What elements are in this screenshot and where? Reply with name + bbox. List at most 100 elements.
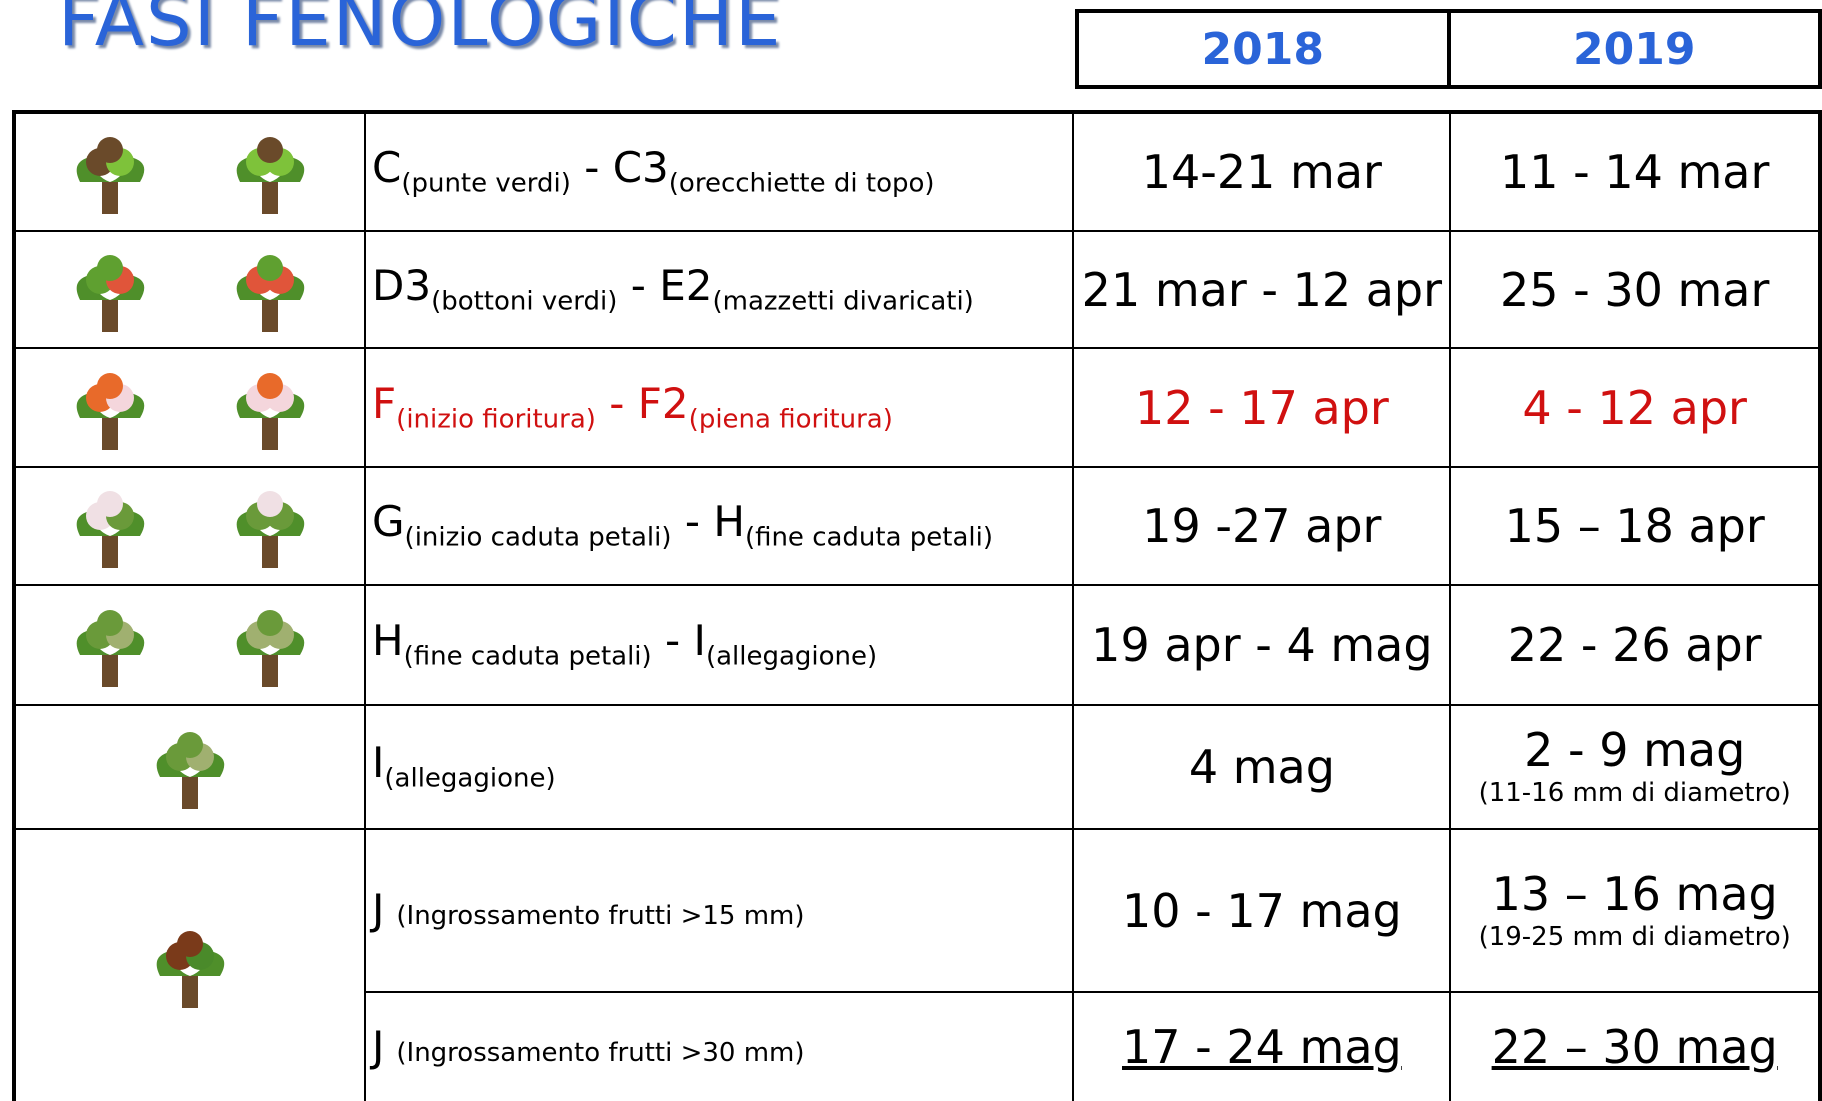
- date-cell: 21 mar - 12 apr: [1072, 230, 1452, 349]
- date-cell: 10 - 17 mag: [1072, 828, 1452, 993]
- phase-row: J (Ingrossamento frutti >30 mm) 17 - 24 ma…: [14, 991, 1821, 1101]
- phase-code: G: [372, 497, 405, 547]
- date-note: (11-16 mm di diametro): [1478, 778, 1791, 809]
- date-range: 17 - 24 mag: [1122, 1020, 1402, 1074]
- phase-code: H: [372, 616, 404, 666]
- phase-desc: (inizio caduta petali): [404, 522, 672, 553]
- phase-row: J (Ingrossamento frutti >15 mm) 10 - 17 ma…: [13, 828, 1821, 1101]
- phase-row: H(fine caduta petali) - I(allegagione) 19…: [13, 584, 1821, 706]
- title: FASI FENOLOGICHE: [58, 0, 783, 62]
- date-note: (19-25 mm di diametro): [1478, 921, 1791, 952]
- year: 2018: [1075, 9, 1451, 89]
- date-range: 4 mag: [1188, 740, 1335, 794]
- phase-code: - C3: [570, 143, 669, 193]
- date-cell: 4 mag: [1072, 704, 1452, 830]
- icon-cell: [13, 111, 366, 232]
- date-range: 12 - 17 apr: [1134, 380, 1389, 435]
- date-range: 21 mar - 12 apr: [1081, 262, 1443, 317]
- phase-cell: C(punte verdi) - C3(orecchiette di topo): [363, 111, 1075, 232]
- date-range: 19 -27 apr: [1142, 499, 1382, 553]
- phase-icon: [236, 610, 305, 687]
- phase-icon: [236, 491, 305, 568]
- date-range: 4 - 12 apr: [1522, 380, 1747, 435]
- date-cell: 22 - 26 apr: [1449, 584, 1821, 706]
- phase-icon: [236, 137, 305, 214]
- phase-desc: (piena fioritura): [688, 404, 893, 435]
- phase-code: - H: [671, 497, 745, 547]
- phase-desc: (fine caduta petali): [403, 641, 652, 672]
- icon-cell: [13, 230, 366, 349]
- phase-icon: [76, 372, 145, 450]
- icon-cell: [13, 704, 366, 830]
- phase-cell: J (Ingrossamento frutti >30 mm): [363, 991, 1075, 1101]
- phase-code: - E2: [617, 260, 713, 310]
- date-cell: 2 - 9 mag (11-16 mm di diametro): [1449, 704, 1821, 830]
- phase-cell: J (Ingrossamento frutti >15 mm): [363, 828, 1075, 993]
- date-range: 22 – 30 mag: [1491, 1020, 1778, 1074]
- date-cell: 17 - 24 mag: [1072, 991, 1452, 1101]
- date-cell: 25 - 30 mar: [1449, 230, 1821, 349]
- phase-code: J: [372, 1021, 385, 1071]
- phase-icon: [236, 254, 305, 332]
- date-cell: 12 - 17 apr: [1072, 347, 1452, 468]
- date-range: 10 - 17 mag: [1122, 883, 1402, 938]
- phase-code: I: [372, 738, 385, 788]
- phase-desc: (fine caduta petali): [744, 522, 994, 553]
- date-range: 15 – 18 apr: [1504, 499, 1765, 553]
- phase-icon: [76, 491, 145, 568]
- icon-cell: [13, 828, 366, 1101]
- icon-cell: [13, 466, 366, 586]
- phase-icon: [236, 372, 305, 450]
- phase-desc: (Ingrossamento frutti >15 mm): [396, 901, 805, 932]
- phase-row: G(inizio caduta petali) - H(fine caduta …: [13, 466, 1821, 586]
- icon-cell: [13, 584, 366, 706]
- phase-desc: (inizio fioritura): [396, 404, 596, 435]
- date-range: 19 apr - 4 mag: [1091, 618, 1433, 672]
- phase-cell: H(fine caduta petali) - I(allegagione): [363, 584, 1075, 706]
- phase-cell: D3(bottoni verdi) - E2(mazzetti divarica…: [363, 230, 1075, 349]
- icon-cell: [13, 347, 366, 468]
- phase-desc: (allegagione): [705, 641, 878, 672]
- date-range: 2 - 9 mag: [1524, 723, 1746, 778]
- year: 2019: [1446, 9, 1822, 89]
- year-header: 2018 2019: [1075, 9, 1822, 89]
- phase-row: I(allegagione) 4 mag 2 - 9 mag (11-16 mm di…: [13, 704, 1821, 830]
- date-range: 14-21 mar: [1141, 145, 1382, 199]
- phase-row: C(punte verdi) - C3(orecchiette di topo)…: [13, 111, 1821, 232]
- phase-row: F(inizio fioritura) - F2(piena fioritura…: [13, 347, 1821, 468]
- date-cell: 13 – 16 mag (19-25 mm di diametro): [1449, 828, 1821, 993]
- date-range: 13 – 16 mag: [1491, 866, 1778, 921]
- phase-icon: [156, 732, 225, 809]
- phase-cell: G(inizio caduta petali) - H(fine caduta …: [363, 466, 1075, 586]
- phase-code: J: [372, 885, 385, 935]
- phase-desc: (Ingrossamento frutti >30 mm): [396, 1037, 805, 1068]
- phase-icon: [156, 930, 225, 1008]
- date-cell: 19 apr - 4 mag: [1072, 584, 1452, 706]
- phase-code: - I: [651, 616, 706, 666]
- date-cell: 4 - 12 apr: [1449, 347, 1821, 468]
- phase-icon: [76, 137, 145, 214]
- phase-code: F: [372, 378, 397, 428]
- phase-cell: F(inizio fioritura) - F2(piena fioritura…: [363, 347, 1075, 468]
- phase-desc: (allegagione): [384, 763, 556, 794]
- date-cell: 22 – 30 mag: [1449, 991, 1821, 1101]
- phase-cell: I(allegagione): [363, 704, 1075, 830]
- phase-desc: (mazzetti divaricati): [712, 286, 974, 317]
- phase-icon: [76, 610, 145, 687]
- date-range: 11 - 14 mar: [1499, 145, 1770, 199]
- phase-code: C: [372, 143, 402, 193]
- phase-desc: (bottoni verdi): [431, 286, 618, 317]
- phase-desc: (orecchiette di topo): [668, 168, 935, 199]
- date-cell: 15 – 18 apr: [1449, 466, 1821, 586]
- date-range: 25 - 30 mar: [1499, 262, 1770, 317]
- date-cell: 11 - 14 mar: [1449, 111, 1821, 232]
- date-cell: 14-21 mar: [1072, 111, 1452, 232]
- phase-code: D3: [372, 260, 432, 310]
- date-range: 22 - 26 apr: [1507, 618, 1762, 672]
- date-cell: 19 -27 apr: [1072, 466, 1452, 586]
- phase-row: D3(bottoni verdi) - E2(mazzetti divarica…: [13, 230, 1821, 349]
- phase-icon: [76, 254, 145, 332]
- phase-desc: (punte verdi): [401, 168, 571, 199]
- phase-code: - F2: [595, 378, 689, 428]
